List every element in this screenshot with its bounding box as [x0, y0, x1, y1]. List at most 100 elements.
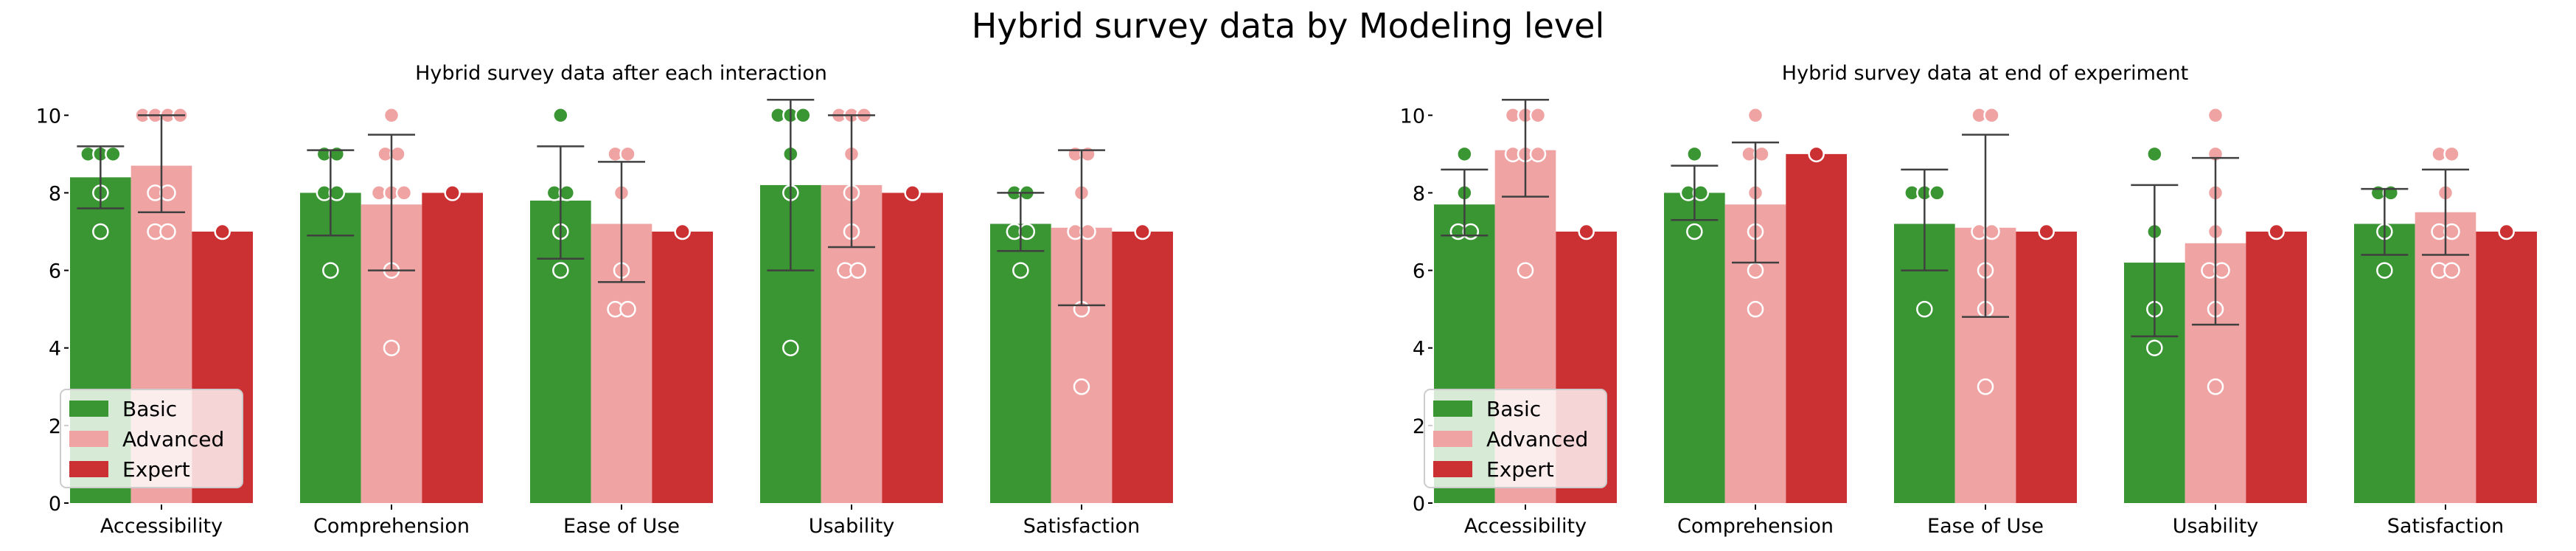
y-tick-label: 4: [1413, 338, 1425, 361]
data-point: [2382, 184, 2400, 201]
legend-swatch-basic: [69, 401, 108, 417]
data-point: [2146, 145, 2163, 163]
data-point: [105, 145, 122, 163]
data-point: [2443, 145, 2460, 163]
bar-expert: [1112, 232, 1173, 503]
chart-panel-2: Hybrid survey data at end of experiment 0…: [1400, 62, 2537, 538]
data-point: [2207, 107, 2224, 124]
data-point: [1983, 107, 2000, 124]
bar-expert: [2246, 232, 2307, 503]
data-point: [1983, 223, 2000, 240]
data-point: [1079, 223, 1096, 240]
data-point: [159, 184, 176, 201]
data-point: [1916, 300, 1933, 318]
bar-advanced: [2415, 212, 2476, 503]
y-tick-label: 10: [36, 105, 61, 128]
x-tick-label: Satisfaction: [2387, 515, 2504, 538]
data-point: [1529, 145, 1547, 163]
data-point: [1808, 145, 1825, 163]
y-tick-label: 0: [1413, 493, 1425, 516]
data-point: [2038, 223, 2055, 240]
chart-title: Hybrid survey data at end of experiment: [1782, 62, 2188, 85]
y-tick-label: 0: [49, 493, 61, 516]
data-point: [619, 145, 636, 163]
data-point: [2207, 378, 2224, 395]
data-point: [619, 300, 636, 318]
y-tick-label: 6: [1413, 260, 1425, 283]
x-tick-label: Usability: [2173, 515, 2259, 538]
data-point: [1134, 223, 1151, 240]
data-point: [1692, 184, 1710, 201]
data-point: [1747, 262, 1764, 279]
data-point: [2213, 262, 2230, 279]
data-point: [328, 184, 346, 201]
data-point: [383, 107, 400, 124]
legend-swatch-expert: [1433, 461, 1472, 477]
data-point: [2376, 262, 2393, 279]
data-point: [322, 262, 339, 279]
y-tick-label: 8: [49, 182, 61, 205]
data-point: [552, 262, 569, 279]
data-point: [92, 223, 109, 240]
legend-label: Expert: [1486, 457, 1554, 482]
y-tick-label: 8: [1413, 182, 1425, 205]
data-point: [904, 184, 921, 201]
bar-basic: [300, 193, 361, 503]
y-tick-label: 4: [49, 338, 61, 361]
x-tick-label: Comprehension: [313, 515, 470, 538]
data-point: [558, 184, 576, 201]
data-point: [1456, 145, 1473, 163]
data-point: [1012, 262, 1029, 279]
data-point: [674, 223, 691, 240]
data-point: [1578, 223, 1595, 240]
bar-expert: [652, 232, 713, 503]
legend-label: Basic: [122, 397, 177, 421]
x-tick-label: Satisfaction: [1023, 515, 1140, 538]
x-tick-label: Ease of Use: [563, 515, 680, 538]
x-tick-label: Comprehension: [1677, 515, 1834, 538]
data-point: [383, 339, 400, 356]
data-point: [389, 145, 406, 163]
bar-expert: [422, 193, 483, 503]
legend-label: Advanced: [1486, 427, 1588, 451]
legend-label: Advanced: [122, 427, 224, 451]
data-point: [552, 107, 569, 124]
x-tick-label: Accessibility: [100, 515, 223, 538]
legend-swatch-advanced: [69, 431, 108, 447]
data-point: [1686, 145, 1703, 163]
data-point: [795, 107, 812, 124]
data-point: [1747, 300, 1764, 318]
bar-basic: [1664, 193, 1725, 503]
bar-expert: [2016, 232, 2077, 503]
data-point: [1462, 223, 1480, 240]
data-point: [849, 262, 866, 279]
legend-label: Basic: [1486, 397, 1541, 421]
y-tick-label: 10: [1400, 105, 1425, 128]
y-tick-label: 6: [49, 260, 61, 283]
figure-title: Hybrid survey data by Modeling level: [971, 6, 1605, 46]
data-point: [1517, 262, 1534, 279]
data-point: [1079, 145, 1096, 163]
data-point: [1529, 107, 1547, 124]
chart-title: Hybrid survey data after each interactio…: [415, 62, 827, 85]
data-point: [1753, 145, 1770, 163]
legend-swatch-basic: [1433, 401, 1472, 417]
chart-panel-1: Hybrid survey data after each interactio…: [36, 62, 1173, 538]
bar-expert: [1786, 153, 1847, 503]
data-point: [782, 339, 799, 356]
data-point: [444, 184, 461, 201]
data-point: [2146, 339, 2163, 356]
bar-expert: [882, 193, 943, 503]
data-point: [1073, 378, 1090, 395]
legend-swatch-expert: [69, 461, 108, 477]
data-point: [1686, 223, 1703, 240]
data-point: [2443, 223, 2460, 240]
data-point: [159, 223, 176, 240]
data-point: [2498, 223, 2515, 240]
data-point: [1929, 184, 1946, 201]
data-point: [328, 145, 346, 163]
x-tick-label: Ease of Use: [1927, 515, 2044, 538]
y-tick-label: 2: [49, 415, 61, 438]
